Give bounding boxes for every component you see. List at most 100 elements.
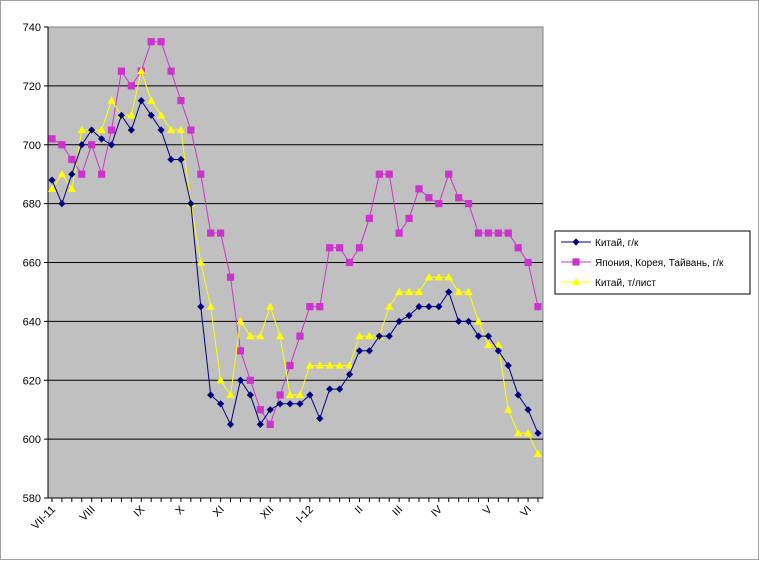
data-point <box>236 347 245 355</box>
data-point <box>117 111 126 119</box>
data-point <box>58 141 66 149</box>
data-point <box>306 303 314 311</box>
data-point <box>514 244 522 252</box>
data-point <box>464 317 473 325</box>
data-point <box>167 155 175 164</box>
data-point <box>474 332 483 340</box>
data-point <box>276 400 284 408</box>
data-point <box>246 376 254 384</box>
data-point <box>78 170 86 178</box>
data-point <box>157 38 165 46</box>
y-tick-label: 620 <box>23 375 41 387</box>
data-point <box>345 361 354 369</box>
data-point <box>285 390 295 399</box>
data-point <box>326 244 334 252</box>
data-point <box>524 406 532 414</box>
data-point <box>415 185 423 193</box>
data-point <box>295 390 305 399</box>
data-point <box>156 111 166 119</box>
data-point <box>67 184 77 193</box>
data-point <box>206 302 215 310</box>
data-point <box>147 38 155 46</box>
data-point <box>504 229 512 237</box>
data-point <box>97 135 106 143</box>
data-point <box>226 273 235 281</box>
series-0 <box>48 96 542 437</box>
y-tick-label: 600 <box>23 434 41 446</box>
y-tick-label: 580 <box>23 493 41 505</box>
data-point <box>167 67 175 75</box>
y-tick-label: 660 <box>23 258 41 270</box>
data-point <box>474 317 483 325</box>
data-point <box>325 361 334 369</box>
data-point <box>435 303 443 311</box>
data-point <box>286 400 294 408</box>
data-point <box>246 331 255 340</box>
legend-label: Япония, Корея, Тайвань, г/к <box>595 258 724 269</box>
data-point <box>217 400 225 408</box>
data-point <box>375 170 383 178</box>
data-point <box>445 170 453 178</box>
data-point <box>494 229 502 237</box>
data-point <box>217 229 225 237</box>
data-point <box>415 303 423 311</box>
y-tick-label: 700 <box>23 140 41 152</box>
data-point <box>355 244 364 252</box>
data-point <box>504 361 512 370</box>
data-point <box>286 361 294 370</box>
legend-label: Китай, т/лист <box>595 278 656 289</box>
data-point <box>524 258 532 267</box>
series-1 <box>48 38 542 429</box>
data-point <box>275 331 285 340</box>
data-point <box>355 331 364 340</box>
data-point <box>394 287 404 296</box>
y-axis: 580 600 620 640 660 680 700 720 740 <box>23 22 49 505</box>
data-point <box>236 317 245 325</box>
data-point <box>464 287 473 296</box>
data-point <box>534 429 542 437</box>
data-point <box>157 126 165 134</box>
data-point <box>256 420 264 429</box>
data-point <box>316 414 324 423</box>
data-point <box>77 125 86 134</box>
data-point <box>107 141 116 149</box>
data-point <box>137 96 145 105</box>
data-point <box>246 391 254 399</box>
data-point <box>88 126 96 134</box>
series-line <box>51 99 539 434</box>
data-point <box>474 229 483 237</box>
data-point <box>107 96 116 104</box>
data-point <box>276 391 284 399</box>
series-2 <box>47 66 543 457</box>
data-point <box>336 385 344 393</box>
data-point <box>97 170 106 178</box>
data-point <box>266 420 274 429</box>
data-point <box>216 376 225 384</box>
data-point <box>177 155 185 164</box>
y-tick-label: 680 <box>23 199 41 211</box>
data-point <box>306 391 314 399</box>
data-point <box>504 405 513 413</box>
data-point <box>365 214 373 222</box>
data-point <box>455 317 463 325</box>
data-point <box>97 125 106 134</box>
data-point <box>445 288 453 296</box>
data-point <box>166 125 176 134</box>
data-point <box>68 155 76 164</box>
data-point <box>326 385 334 393</box>
series-line <box>51 69 539 455</box>
data-point <box>88 141 96 149</box>
data-point <box>425 303 433 311</box>
data-point <box>424 273 434 281</box>
data-point <box>404 287 414 296</box>
data-point <box>315 361 324 369</box>
data-point <box>435 200 443 208</box>
data-point <box>296 400 304 408</box>
data-point <box>48 176 56 184</box>
data-point <box>395 317 403 325</box>
data-point <box>57 169 67 178</box>
legend-marker <box>571 277 581 286</box>
data-point <box>68 170 76 178</box>
